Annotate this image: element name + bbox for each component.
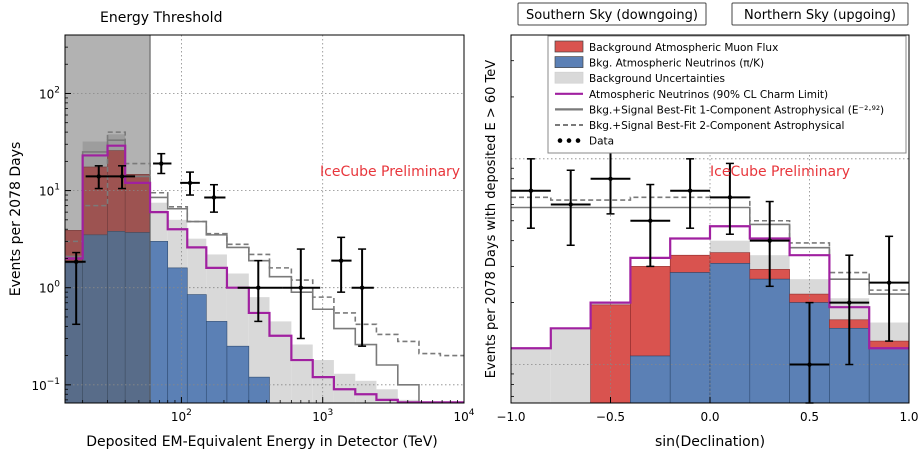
muon-bar bbox=[630, 266, 671, 357]
neutrino-bar bbox=[248, 376, 270, 404]
left-preliminary-label: IceCube Preliminary bbox=[320, 164, 460, 180]
y-tick-label: 100 bbox=[39, 280, 60, 296]
neutrino-bar bbox=[82, 234, 108, 404]
uncertainty-bar bbox=[355, 380, 377, 403]
neutrino-bar bbox=[149, 241, 169, 404]
data-point bbox=[670, 158, 710, 229]
data-point bbox=[749, 200, 790, 288]
neutrino-bar bbox=[749, 278, 790, 404]
neutrino-bar bbox=[709, 263, 751, 404]
legend-entry-unc: Background Uncertainties bbox=[554, 71, 725, 85]
uncertainty-bar bbox=[248, 297, 270, 403]
legend-entry-mu: Background Atmospheric Muon Flux bbox=[554, 40, 778, 54]
neutrino-bar bbox=[205, 321, 228, 404]
left-ticks: 102 103 104 10−1 100 101 102 bbox=[31, 46, 475, 424]
right-x-axis-label: sin(Declination) bbox=[655, 434, 765, 450]
energy-threshold-label: Energy Threshold bbox=[100, 10, 222, 26]
x-tick-label: 104 bbox=[453, 408, 474, 424]
legend: Background Atmospheric Muon Flux Bkg. Atm… bbox=[547, 35, 907, 154]
uncertainty-bar bbox=[312, 360, 334, 403]
x-tick-label: −0.5 bbox=[596, 410, 625, 424]
uncertainty-bar bbox=[291, 344, 313, 403]
legend-label: Atmospheric Neutrinos (90% CL Charm Limi… bbox=[589, 89, 828, 101]
x-tick-label: 1.0 bbox=[899, 410, 918, 424]
uncertainty-bar bbox=[511, 348, 551, 403]
data-point bbox=[204, 183, 226, 213]
neutrino-bar bbox=[167, 267, 188, 404]
legend-label: Data bbox=[589, 136, 614, 148]
right-ticks: −1.0 −0.5 0.0 0.5 1.0 bbox=[496, 60, 919, 424]
neutrino-bar bbox=[868, 347, 910, 404]
data-point bbox=[550, 169, 591, 247]
y-tick-label: 10−1 bbox=[31, 377, 60, 393]
legend-entry-fit2: Bkg.+Signal Best-Fit 2-Component Astroph… bbox=[555, 120, 844, 132]
legend-label: Background Atmospheric Muon Flux bbox=[589, 42, 778, 54]
y-tick-label: 102 bbox=[39, 85, 60, 101]
data-point bbox=[331, 236, 352, 293]
x-tick-label: 0.0 bbox=[700, 410, 719, 424]
neutrino-bar bbox=[630, 355, 671, 404]
left-x-axis-label: Deposited EM-Equivalent Energy in Detect… bbox=[86, 434, 438, 450]
muon-bar bbox=[82, 166, 108, 236]
right-preliminary-label: IceCube Preliminary bbox=[710, 164, 850, 180]
muon-bar bbox=[590, 304, 631, 404]
muon-bar bbox=[124, 174, 151, 233]
charm-limit-line bbox=[511, 225, 909, 350]
x-tick-label: −1.0 bbox=[496, 410, 525, 424]
legend-entry-charm: Atmospheric Neutrinos (90% CL Charm Limi… bbox=[555, 89, 828, 101]
data-point bbox=[710, 162, 750, 235]
right-y-axis-label: Events per 2078 Days with deposited E > … bbox=[484, 60, 499, 378]
left-axes-frame bbox=[64, 34, 465, 404]
data-point bbox=[237, 259, 283, 323]
neutrino-bar bbox=[124, 232, 151, 404]
neutrino-bar bbox=[226, 345, 250, 404]
y-tick-label: 101 bbox=[39, 183, 60, 199]
data-point bbox=[869, 235, 909, 342]
data-point bbox=[351, 248, 374, 347]
southern-sky-label: Southern Sky (downgoing) bbox=[526, 8, 698, 23]
data-point bbox=[65, 251, 86, 326]
data-point bbox=[282, 248, 321, 340]
data-point bbox=[630, 183, 671, 268]
x-tick-label: 0.5 bbox=[800, 410, 819, 424]
data-point bbox=[109, 165, 136, 190]
northern-sky-label: Northern Sky (upgoing) bbox=[744, 8, 896, 23]
uncertainty-bar bbox=[269, 321, 292, 403]
left-data-points bbox=[65, 152, 374, 347]
legend-entry-nu: Bkg. Atmospheric Neutrinos (π/K) bbox=[554, 56, 764, 70]
legend-label: Bkg. Atmospheric Neutrinos (π/K) bbox=[589, 58, 764, 70]
right-panel: −1.0 −0.5 0.0 0.5 1.0 IceCube Preliminary si… bbox=[484, 2, 919, 450]
x-tick-label: 102 bbox=[171, 408, 192, 424]
legend-label: Background Uncertainties bbox=[589, 73, 725, 85]
data-point bbox=[153, 152, 172, 175]
left-histograms bbox=[64, 34, 464, 404]
x-tick-label: 103 bbox=[312, 408, 333, 424]
energy-threshold-shade bbox=[64, 34, 151, 404]
southern-sky-box: Southern Sky (downgoing) bbox=[517, 2, 707, 26]
data-point bbox=[511, 158, 551, 229]
legend-label: Bkg.+Signal Best-Fit 2-Component Astroph… bbox=[589, 120, 844, 132]
legend-entry-data: Data bbox=[557, 136, 614, 148]
muon-bar bbox=[709, 252, 751, 264]
data-point bbox=[85, 165, 110, 190]
best-fit-1-component-line bbox=[511, 206, 909, 295]
legend-entry-fit1: Bkg.+Signal Best-Fit 1-Component Astroph… bbox=[555, 104, 884, 116]
northern-sky-box: Northern Sky (upgoing) bbox=[731, 2, 909, 26]
best-fit-2-component-line bbox=[65, 131, 464, 357]
data-point bbox=[590, 149, 631, 215]
legend-box bbox=[547, 35, 907, 154]
neutrino-bar bbox=[186, 294, 207, 404]
right-data-points bbox=[511, 149, 909, 404]
neutrino-bar bbox=[669, 272, 711, 404]
data-point bbox=[180, 171, 200, 196]
data-point bbox=[829, 254, 870, 366]
left-y-axis-label: Events per 2078 Days bbox=[8, 142, 24, 297]
legend-label: Bkg.+Signal Best-Fit 1-Component Astroph… bbox=[589, 104, 884, 116]
uncertainty-bar bbox=[550, 328, 591, 403]
muon-bar bbox=[669, 254, 711, 273]
